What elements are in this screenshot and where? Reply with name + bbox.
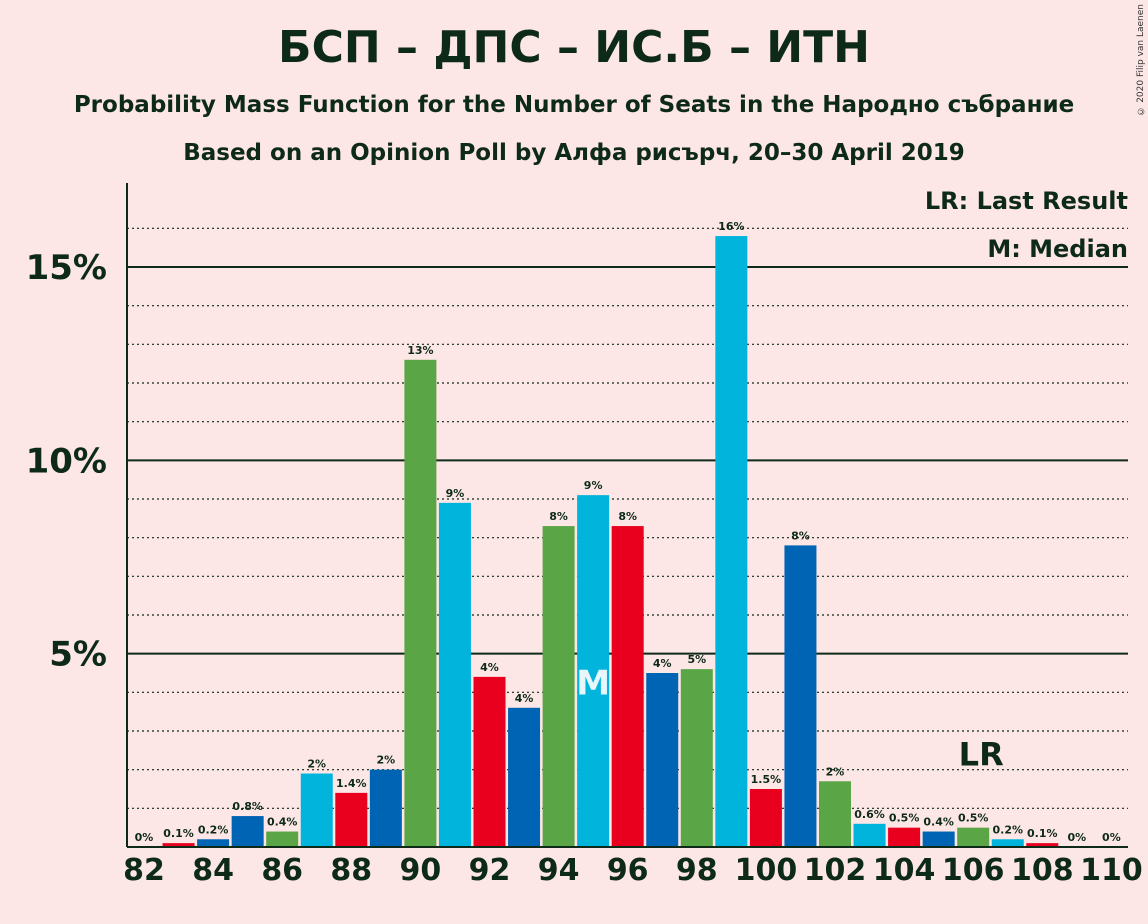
bar xyxy=(749,789,782,847)
bar xyxy=(819,781,851,847)
bar-value-label: 0.4% xyxy=(923,816,954,829)
x-tick-label: 94 xyxy=(538,853,580,888)
bar-value-label: 4% xyxy=(653,657,672,670)
bar-value-label: 9% xyxy=(446,487,465,500)
y-tick-label: 10% xyxy=(26,441,107,481)
bar-value-label: 1.5% xyxy=(751,773,782,786)
chart-title: БСП – ДПС – ИС.Б – ИТН xyxy=(278,22,870,73)
bar-value-label: 2% xyxy=(307,758,326,771)
bars xyxy=(162,236,1059,848)
bar xyxy=(438,502,471,847)
x-tick-label: 88 xyxy=(330,853,372,888)
bar xyxy=(853,823,886,847)
y-axis: 5% 10% 15% xyxy=(26,183,128,847)
x-tick-label: 86 xyxy=(261,853,303,888)
bar-value-label: 9% xyxy=(584,479,603,492)
last-result-marker: LR xyxy=(959,736,1004,774)
x-tick-label: 108 xyxy=(1011,853,1074,888)
legend-median: M: Median xyxy=(987,235,1128,263)
x-tick-label: 90 xyxy=(400,853,442,888)
x-tick-label: 84 xyxy=(192,853,234,888)
bar xyxy=(369,769,402,847)
bar-value-label: 2% xyxy=(826,765,845,778)
bar-value-label: 0.2% xyxy=(198,823,229,836)
bar-value-label: 0% xyxy=(135,831,154,844)
median-marker: M xyxy=(576,664,610,704)
y-tick-label: 5% xyxy=(49,635,107,675)
legend-last-result: LR: Last Result xyxy=(925,187,1128,215)
bar xyxy=(991,839,1024,847)
bar-value-label: 8% xyxy=(549,510,568,523)
x-tick-label: 96 xyxy=(607,853,649,888)
bar xyxy=(888,827,921,847)
bar-value-label: 8% xyxy=(618,510,637,523)
bar xyxy=(197,839,230,847)
x-axis: 82 84 86 88 90 92 94 96 98 100 102 104 106 108 110 xyxy=(123,846,1143,888)
bar xyxy=(231,816,264,847)
x-tick-label: 104 xyxy=(873,853,936,888)
bar xyxy=(508,707,541,847)
bar xyxy=(577,495,610,847)
bar xyxy=(1026,843,1059,847)
x-tick-label: 102 xyxy=(804,853,867,888)
bar xyxy=(784,545,817,847)
bar-value-label: 0.1% xyxy=(163,827,194,840)
bar-value-label: 4% xyxy=(480,661,499,674)
bar-value-label: 0.5% xyxy=(889,812,920,825)
bar xyxy=(542,526,575,847)
bar xyxy=(266,831,299,847)
bar-value-label: 4% xyxy=(515,692,534,705)
bar xyxy=(473,676,506,847)
bar-value-label: 2% xyxy=(377,754,396,767)
bar-value-label: 0.5% xyxy=(958,812,989,825)
x-tick-label: 82 xyxy=(123,853,165,888)
x-tick-label: 92 xyxy=(469,853,511,888)
bar-value-label: 5% xyxy=(687,653,706,666)
bar xyxy=(957,827,990,847)
bar-value-label: 0% xyxy=(1068,831,1087,844)
bar xyxy=(404,359,437,847)
bar-value-label: 16% xyxy=(718,220,744,233)
bar-value-label: 0.6% xyxy=(854,808,885,821)
bar xyxy=(162,843,195,847)
bar xyxy=(715,236,748,848)
bar xyxy=(922,831,955,847)
x-tick-label: 106 xyxy=(942,853,1005,888)
bar-value-label: 8% xyxy=(791,529,810,542)
x-tick-label: 100 xyxy=(735,853,798,888)
bar-value-label: 1.4% xyxy=(336,777,367,790)
chart-subtitle: Probability Mass Function for the Number… xyxy=(73,92,1075,118)
y-tick-label: 15% xyxy=(26,248,107,288)
bar xyxy=(300,773,333,847)
x-tick-label: 98 xyxy=(676,853,718,888)
bar-value-label: 13% xyxy=(407,344,433,357)
bar-value-label: 0% xyxy=(1102,831,1121,844)
x-tick-label: 110 xyxy=(1080,853,1143,888)
bar-value-label: 0.8% xyxy=(232,800,263,813)
bar xyxy=(611,526,644,847)
bar-value-label: 0.4% xyxy=(267,816,298,829)
bar xyxy=(335,792,368,847)
bar xyxy=(680,669,713,847)
bar xyxy=(646,673,679,847)
chart-source-line: Based on an Opinion Poll by Алфа рисърч,… xyxy=(183,140,965,166)
bar-value-labels: 0% 0.1% 0.2%0.8%0.4%2%1.4%2%13%9%4%4%8%9%8… xyxy=(135,220,1121,844)
bar-value-label: 0.2% xyxy=(992,823,1023,836)
bar-value-label: 0.1% xyxy=(1027,827,1058,840)
